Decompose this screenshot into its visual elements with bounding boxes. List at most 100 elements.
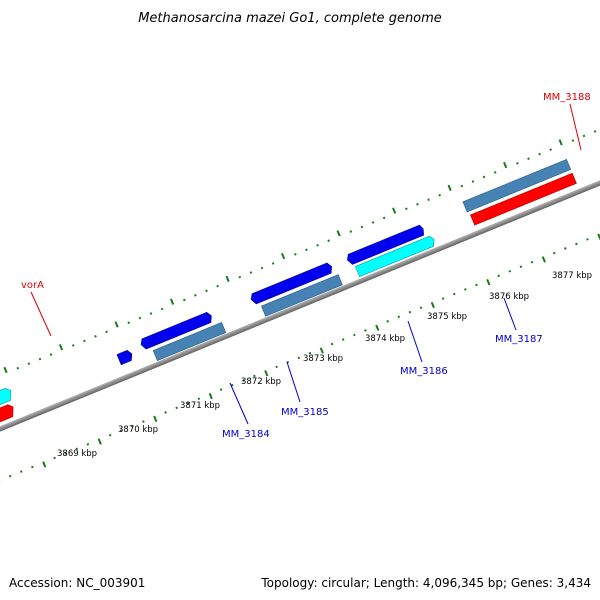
major-tick — [114, 321, 119, 328]
gene-mm3187-blue[interactable] — [345, 224, 425, 265]
minor-tick — [464, 288, 467, 291]
minor-tick — [508, 269, 512, 273]
gene-mm3184[interactable] — [116, 349, 134, 366]
minor-tick — [53, 456, 56, 460]
major-tick — [447, 184, 452, 191]
minor-tick — [49, 353, 53, 356]
minor-tick — [8, 474, 12, 478]
ruler-label-3872: 3872 kbp — [241, 377, 281, 387]
gene-mm3186-steel[interactable] — [261, 274, 343, 317]
minor-tick — [175, 406, 179, 410]
minor-tick — [194, 294, 197, 297]
minor-tick — [427, 198, 430, 202]
gene-label-mm3188[interactable]: MM_3188 — [543, 92, 591, 103]
gene-mm3186-blue[interactable] — [249, 262, 334, 305]
leader-line-mm3186 — [407, 320, 423, 363]
minor-tick — [64, 452, 67, 455]
major-tick — [97, 438, 102, 445]
minor-tick — [471, 180, 475, 183]
minor-tick — [238, 275, 242, 279]
minor-tick — [253, 374, 256, 378]
minor-tick — [71, 344, 75, 347]
gene-label-mm3185[interactable]: MM_3185 — [281, 407, 329, 418]
minor-tick — [452, 292, 456, 296]
ruler-label-3873: 3873 kbp — [303, 354, 343, 364]
minor-tick — [582, 134, 586, 138]
major-tick — [153, 415, 158, 422]
minor-tick — [86, 442, 90, 446]
gene-mm3188-red[interactable] — [470, 172, 577, 226]
minor-tick — [330, 342, 334, 346]
gene-label-mm3186[interactable]: MM_3186 — [400, 366, 448, 377]
inner-tick-ring — [0, 233, 600, 483]
minor-tick — [382, 216, 386, 220]
minor-tick — [405, 207, 408, 211]
minor-tick — [83, 339, 86, 343]
ruler-label-3874: 3874 kbp — [365, 334, 405, 344]
minor-tick — [308, 351, 312, 355]
minor-tick — [549, 148, 552, 151]
minor-tick — [205, 289, 208, 293]
minor-tick — [516, 161, 519, 165]
gene-red-vorA[interactable] — [0, 403, 17, 449]
major-tick — [3, 366, 8, 374]
minor-tick — [27, 362, 31, 365]
minor-tick — [197, 397, 201, 401]
ruler-label-3877: 3877 kbp — [552, 271, 592, 281]
minor-tick — [386, 320, 389, 323]
leader-line-mm3185 — [286, 361, 301, 403]
major-tick — [208, 392, 213, 400]
minor-tick — [31, 465, 34, 469]
gene-label-mm3187[interactable]: MM_3187 — [495, 334, 543, 345]
minor-tick — [530, 260, 534, 264]
minor-tick — [571, 139, 575, 142]
leader-line-vorA — [30, 291, 52, 337]
minor-tick — [183, 298, 186, 302]
kbp-labels: 3869 kbp 3870 kbp 3871 kbp 3872 kbp 3873… — [57, 271, 592, 459]
outer-tick-ring — [3, 130, 597, 374]
minor-tick — [164, 411, 167, 414]
minor-tick — [294, 253, 297, 256]
gene-label-mm3184[interactable]: MM_3184 — [222, 429, 270, 440]
forward-strand — [0, 158, 577, 449]
minor-tick — [419, 306, 423, 309]
minor-tick — [397, 315, 401, 319]
minor-tick — [19, 470, 23, 473]
minor-tick — [552, 251, 556, 255]
minor-tick — [563, 247, 567, 250]
minor-tick — [341, 338, 345, 341]
minor-tick — [408, 310, 412, 314]
gene-cyan-vorA[interactable] — [0, 387, 14, 435]
minor-tick — [75, 447, 79, 451]
minor-tick — [316, 243, 319, 247]
leader-line-mm3184 — [229, 382, 249, 425]
minor-tick — [305, 248, 308, 252]
minor-tick — [160, 307, 164, 311]
ruler-label-3869: 3869 kbp — [57, 449, 97, 459]
gene-mm3188-steel[interactable] — [462, 158, 572, 213]
major-tick — [486, 279, 491, 286]
minor-tick — [149, 312, 153, 315]
minor-tick — [138, 316, 142, 320]
leader-lines — [30, 103, 582, 425]
minor-tick — [371, 221, 375, 224]
gene-labels: vorA MM_3184 MM_3185 MM_3186 MM_3187 MM_… — [21, 92, 591, 440]
major-tick — [392, 207, 397, 214]
ruler-label-3870: 3870 kbp — [118, 425, 158, 435]
gene-mm3187-cyan[interactable] — [355, 235, 436, 278]
minor-tick — [16, 366, 20, 370]
map-title: Methanosarcina mazei Go1, complete genom… — [138, 11, 442, 26]
minor-tick — [497, 274, 500, 278]
minor-tick — [575, 242, 578, 246]
gene-mm3185-steel[interactable] — [152, 322, 227, 362]
minor-tick — [94, 335, 97, 338]
major-tick — [503, 161, 508, 169]
topology-summary: Topology: circular; Length: 4,096,345 bp… — [261, 576, 591, 590]
minor-tick — [482, 175, 486, 179]
gene-mm3185-blue[interactable] — [139, 311, 213, 350]
minor-tick — [242, 379, 245, 382]
leader-line-mm3187 — [503, 297, 517, 331]
minor-tick — [249, 271, 253, 274]
gene-label-vorA[interactable]: vorA — [21, 280, 44, 291]
minor-tick — [538, 152, 541, 156]
